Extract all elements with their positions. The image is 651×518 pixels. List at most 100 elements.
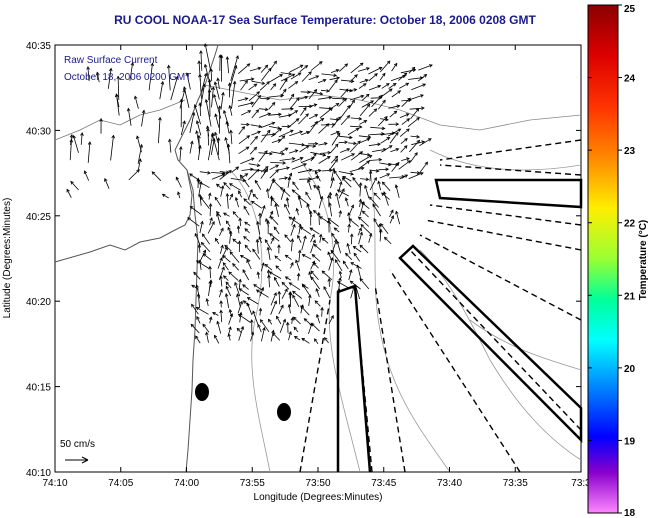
current-vector-head bbox=[360, 224, 365, 228]
current-vector-head bbox=[384, 116, 388, 120]
current-vector bbox=[252, 248, 261, 260]
current-vector-head bbox=[377, 180, 381, 185]
current-vector bbox=[212, 312, 219, 316]
current-vector-head bbox=[349, 135, 353, 140]
current-vector-head bbox=[292, 216, 296, 220]
current-vector bbox=[210, 68, 212, 82]
current-vector-head bbox=[358, 198, 363, 203]
current-vector-head bbox=[235, 55, 239, 59]
current-vector bbox=[350, 62, 364, 74]
current-vector bbox=[294, 336, 301, 341]
current-vector bbox=[288, 93, 295, 102]
current-vector bbox=[285, 254, 292, 260]
current-vector bbox=[248, 91, 260, 102]
current-vector bbox=[186, 73, 191, 90]
current-vector-head bbox=[292, 294, 296, 299]
current-vector-head bbox=[116, 75, 121, 80]
current-vector bbox=[361, 94, 370, 101]
current-vector-head bbox=[312, 262, 317, 266]
current-vector-head bbox=[177, 191, 181, 195]
current-vector-head bbox=[264, 263, 269, 268]
current-vector bbox=[321, 73, 337, 76]
current-vector-head bbox=[403, 72, 408, 77]
current-vector bbox=[298, 96, 308, 100]
current-vector-head bbox=[353, 252, 357, 257]
current-vector-head bbox=[315, 175, 320, 180]
current-vector bbox=[229, 309, 232, 317]
current-vector-head bbox=[282, 161, 287, 165]
current-vector bbox=[342, 260, 349, 270]
current-vector bbox=[209, 266, 211, 279]
current-vector bbox=[298, 224, 301, 235]
current-vector-head bbox=[237, 240, 242, 245]
current-vector-head bbox=[216, 77, 220, 82]
current-vector bbox=[247, 169, 260, 181]
current-vector-head bbox=[255, 168, 260, 173]
current-vector bbox=[409, 94, 424, 101]
current-vector bbox=[400, 69, 416, 74]
current-vector-head bbox=[168, 138, 172, 143]
current-vector bbox=[244, 221, 251, 226]
current-vector-head bbox=[200, 241, 205, 246]
current-vector-head bbox=[288, 282, 293, 286]
current-vector-head bbox=[244, 221, 248, 225]
current-vector bbox=[110, 135, 114, 161]
current-vector-head bbox=[243, 198, 248, 202]
current-vector bbox=[256, 239, 259, 254]
current-vector-head bbox=[304, 64, 309, 69]
current-vector-head bbox=[138, 158, 142, 163]
current-vector-head bbox=[360, 166, 365, 171]
current-vector-head bbox=[322, 79, 327, 83]
current-vector-head bbox=[341, 188, 345, 192]
current-vector bbox=[66, 189, 72, 198]
current-vector bbox=[260, 122, 275, 128]
current-vector bbox=[237, 98, 248, 102]
current-vector-head bbox=[334, 143, 339, 148]
current-vector-head bbox=[342, 260, 347, 265]
current-vector bbox=[308, 114, 318, 120]
current-vector bbox=[272, 332, 281, 341]
current-vector-head bbox=[208, 265, 212, 270]
current-vector bbox=[338, 141, 348, 144]
current-vector bbox=[369, 169, 379, 172]
current-vector bbox=[319, 107, 333, 119]
current-vector-head bbox=[207, 78, 212, 83]
current-vector bbox=[231, 166, 239, 173]
depth-contour-3 bbox=[369, 169, 451, 473]
current-vector-head bbox=[225, 56, 230, 60]
current-vector-head bbox=[312, 144, 317, 148]
current-vector-head bbox=[291, 189, 296, 193]
current-vector bbox=[96, 72, 100, 83]
current-vector-head bbox=[264, 64, 269, 69]
current-vector bbox=[308, 323, 313, 335]
current-vector bbox=[310, 234, 315, 243]
current-vector-head bbox=[423, 73, 428, 78]
current-vector-head bbox=[261, 262, 265, 266]
current-vector-head bbox=[272, 83, 277, 87]
current-vector bbox=[340, 105, 351, 118]
current-vector bbox=[350, 262, 362, 269]
current-vector bbox=[194, 104, 201, 125]
transect-southeast bbox=[398, 244, 583, 444]
current-vector-head bbox=[220, 244, 224, 249]
current-vector-head bbox=[280, 93, 285, 98]
y-tick-label: 40:15 bbox=[26, 383, 51, 394]
current-vector-head bbox=[292, 290, 296, 295]
current-vector-head bbox=[205, 297, 210, 302]
current-vector-head bbox=[377, 84, 382, 89]
current-vector-head bbox=[284, 203, 288, 208]
current-vector-head bbox=[407, 160, 411, 164]
current-vector-head bbox=[277, 244, 281, 248]
current-vector bbox=[378, 116, 388, 127]
current-vector-head bbox=[194, 232, 198, 237]
current-vector bbox=[241, 168, 253, 171]
current-vector bbox=[301, 338, 310, 344]
current-vector bbox=[360, 138, 370, 143]
current-vector-head bbox=[377, 142, 382, 147]
current-vector-head bbox=[273, 292, 277, 296]
current-vector-head bbox=[309, 227, 314, 231]
current-vector bbox=[148, 63, 153, 91]
current-vector-head bbox=[225, 285, 229, 290]
current-vector-head bbox=[228, 230, 233, 234]
current-vector bbox=[87, 66, 90, 82]
